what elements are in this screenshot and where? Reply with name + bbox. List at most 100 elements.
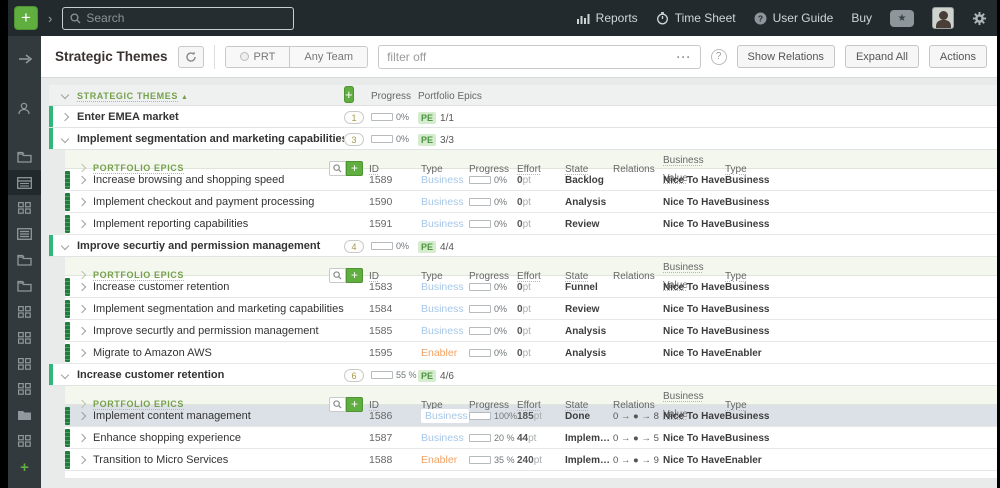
filter-more-icon[interactable]: ··· — [677, 50, 692, 64]
drag-handle[interactable] — [65, 215, 70, 233]
epic-row[interactable]: Migrate to Amazon AWS1595Enabler0%0ptAna… — [65, 342, 997, 364]
chevron-right-icon[interactable] — [78, 164, 86, 172]
show-relations-button[interactable]: Show Relations — [737, 45, 835, 68]
chevron-right-icon[interactable] — [78, 327, 86, 335]
user-avatar[interactable] — [932, 7, 954, 29]
column-header-state[interactable]: State — [565, 164, 588, 175]
column-header-progress[interactable]: Progress — [469, 164, 509, 175]
epic-row[interactable]: Improve securtly and permission manageme… — [65, 320, 997, 342]
chevron-down-icon[interactable] — [61, 241, 69, 249]
chevron-right-icon[interactable] — [78, 220, 86, 228]
chevron-right-icon[interactable] — [78, 176, 86, 184]
filter-input[interactable]: filter off ··· — [378, 45, 700, 69]
reports-link[interactable]: Reports — [577, 11, 638, 25]
collapse-arrow-icon[interactable] — [8, 46, 41, 72]
chevron-right-icon[interactable] — [78, 349, 86, 357]
expand-all-button[interactable]: Expand All — [845, 45, 919, 68]
column-header-effort[interactable]: Effort — [517, 164, 541, 175]
column-header-state[interactable]: State — [565, 400, 588, 411]
chevron-right-icon[interactable] — [78, 456, 86, 464]
add-theme-button[interactable]: + — [344, 86, 354, 103]
folder-lock-icon-3[interactable] — [8, 273, 41, 299]
chevron-right-icon[interactable] — [78, 305, 86, 313]
drag-handle[interactable] — [65, 451, 70, 469]
epic-state: Analysis — [565, 348, 613, 359]
pe-count: 3/3 — [440, 135, 454, 146]
time-sheet-link[interactable]: Time Sheet — [656, 11, 736, 25]
chevron-right-icon[interactable] — [78, 198, 86, 206]
theme-row[interactable]: Increase customer retention655 %PE4/6 — [49, 364, 997, 386]
column-header-relations[interactable]: Relations — [613, 164, 655, 175]
grid-view-lock-icon-2[interactable] — [8, 299, 41, 325]
theme-row[interactable]: Enter EMEA market10%PE1/1 — [49, 106, 997, 128]
column-header-progress[interactable]: Progress — [469, 400, 509, 411]
column-header-type[interactable]: Type — [725, 400, 747, 411]
folder-lock-icon[interactable] — [8, 144, 41, 170]
chevron-right-icon[interactable] — [78, 434, 86, 442]
board-view-lock-icon[interactable] — [8, 170, 41, 196]
chevron-right-icon[interactable] — [61, 112, 69, 120]
epic-name: Implement checkout and payment processin… — [93, 196, 369, 208]
chevron-down-icon[interactable] — [61, 134, 69, 142]
collapse-all-icon[interactable] — [61, 91, 69, 99]
drag-handle[interactable] — [65, 429, 70, 447]
theme-row[interactable]: Implement segmentation and marketing cap… — [49, 128, 997, 150]
global-search[interactable] — [62, 7, 294, 30]
folder-solid-icon[interactable] — [8, 402, 41, 428]
add-view-icon[interactable]: + — [8, 454, 41, 480]
settings-gear-icon[interactable] — [972, 11, 987, 26]
column-header-type[interactable]: Type — [725, 271, 747, 282]
global-add-button[interactable]: + — [14, 6, 38, 30]
column-header-effort[interactable]: Effort — [517, 271, 541, 282]
column-header-type[interactable]: Type — [725, 164, 747, 175]
drag-handle[interactable] — [65, 322, 70, 340]
filter-help-icon[interactable]: ? — [711, 49, 727, 65]
grid-view-lock-icon-4[interactable] — [8, 351, 41, 377]
drag-handle[interactable] — [65, 193, 70, 211]
drag-handle[interactable] — [65, 171, 70, 189]
column-header-effort[interactable]: Effort — [517, 400, 541, 411]
grid-view-lock-icon[interactable] — [8, 195, 41, 221]
drag-handle[interactable] — [65, 300, 70, 318]
buy-label: Buy — [851, 11, 872, 25]
column-header-relations[interactable]: Relations — [613, 271, 655, 282]
any-team-button[interactable]: Any Team — [289, 47, 367, 67]
theme-row[interactable]: Improve securtiy and permission manageme… — [49, 235, 997, 257]
list-view-lock-icon[interactable] — [8, 221, 41, 247]
search-input[interactable] — [86, 11, 286, 25]
epic-row[interactable]: Implement segmentation and marketing cap… — [65, 298, 997, 320]
drag-handle[interactable] — [65, 344, 70, 362]
expand-menu-icon[interactable]: › — [46, 11, 54, 26]
portfolio-epics-column-header[interactable]: Portfolio Epics — [418, 91, 482, 102]
drag-handle[interactable] — [65, 278, 70, 296]
grid-view-lock-icon-5[interactable] — [8, 376, 41, 402]
progress-column-header[interactable]: Progress — [371, 91, 411, 102]
user-views-icon[interactable] — [8, 96, 41, 122]
epic-row[interactable]: Transition to Micro Services1588Enabler3… — [65, 449, 997, 471]
column-header-relations[interactable]: Relations — [613, 400, 655, 411]
column-header-state[interactable]: State — [565, 271, 588, 282]
chevron-right-icon[interactable] — [78, 400, 86, 408]
epic-row[interactable]: Implement reporting capabilities1591Busi… — [65, 213, 997, 235]
grid-view-icon-6[interactable] — [8, 428, 41, 454]
column-header-progress[interactable]: Progress — [469, 271, 509, 282]
epic-row[interactable]: Enhance shopping experience1587Business2… — [65, 427, 997, 449]
portfolio-epics-title[interactable]: PORTFOLIO EPICS — [93, 270, 184, 281]
portfolio-epics-title[interactable]: PORTFOLIO EPICS — [93, 399, 184, 410]
buy-link[interactable]: Buy — [851, 11, 872, 25]
chevron-down-icon[interactable] — [61, 370, 69, 378]
epic-row[interactable]: Implement checkout and payment processin… — [65, 191, 997, 213]
drag-handle[interactable] — [65, 407, 70, 425]
strategic-themes-title[interactable]: STRATEGIC THEMES — [77, 91, 178, 102]
user-guide-link[interactable]: ? User Guide — [754, 11, 834, 25]
actions-button[interactable]: Actions — [929, 45, 987, 68]
chevron-right-icon[interactable] — [78, 412, 86, 420]
prt-toggle[interactable]: PRT — [226, 47, 290, 67]
chevron-right-icon[interactable] — [78, 283, 86, 291]
grid-view-lock-icon-3[interactable] — [8, 325, 41, 351]
feedback-star-icon[interactable]: ★ — [890, 10, 914, 27]
chevron-right-icon[interactable] — [78, 271, 86, 279]
refresh-button[interactable] — [178, 46, 204, 68]
portfolio-epics-title[interactable]: PORTFOLIO EPICS — [93, 163, 184, 174]
folder-lock-icon-2[interactable] — [8, 247, 41, 273]
